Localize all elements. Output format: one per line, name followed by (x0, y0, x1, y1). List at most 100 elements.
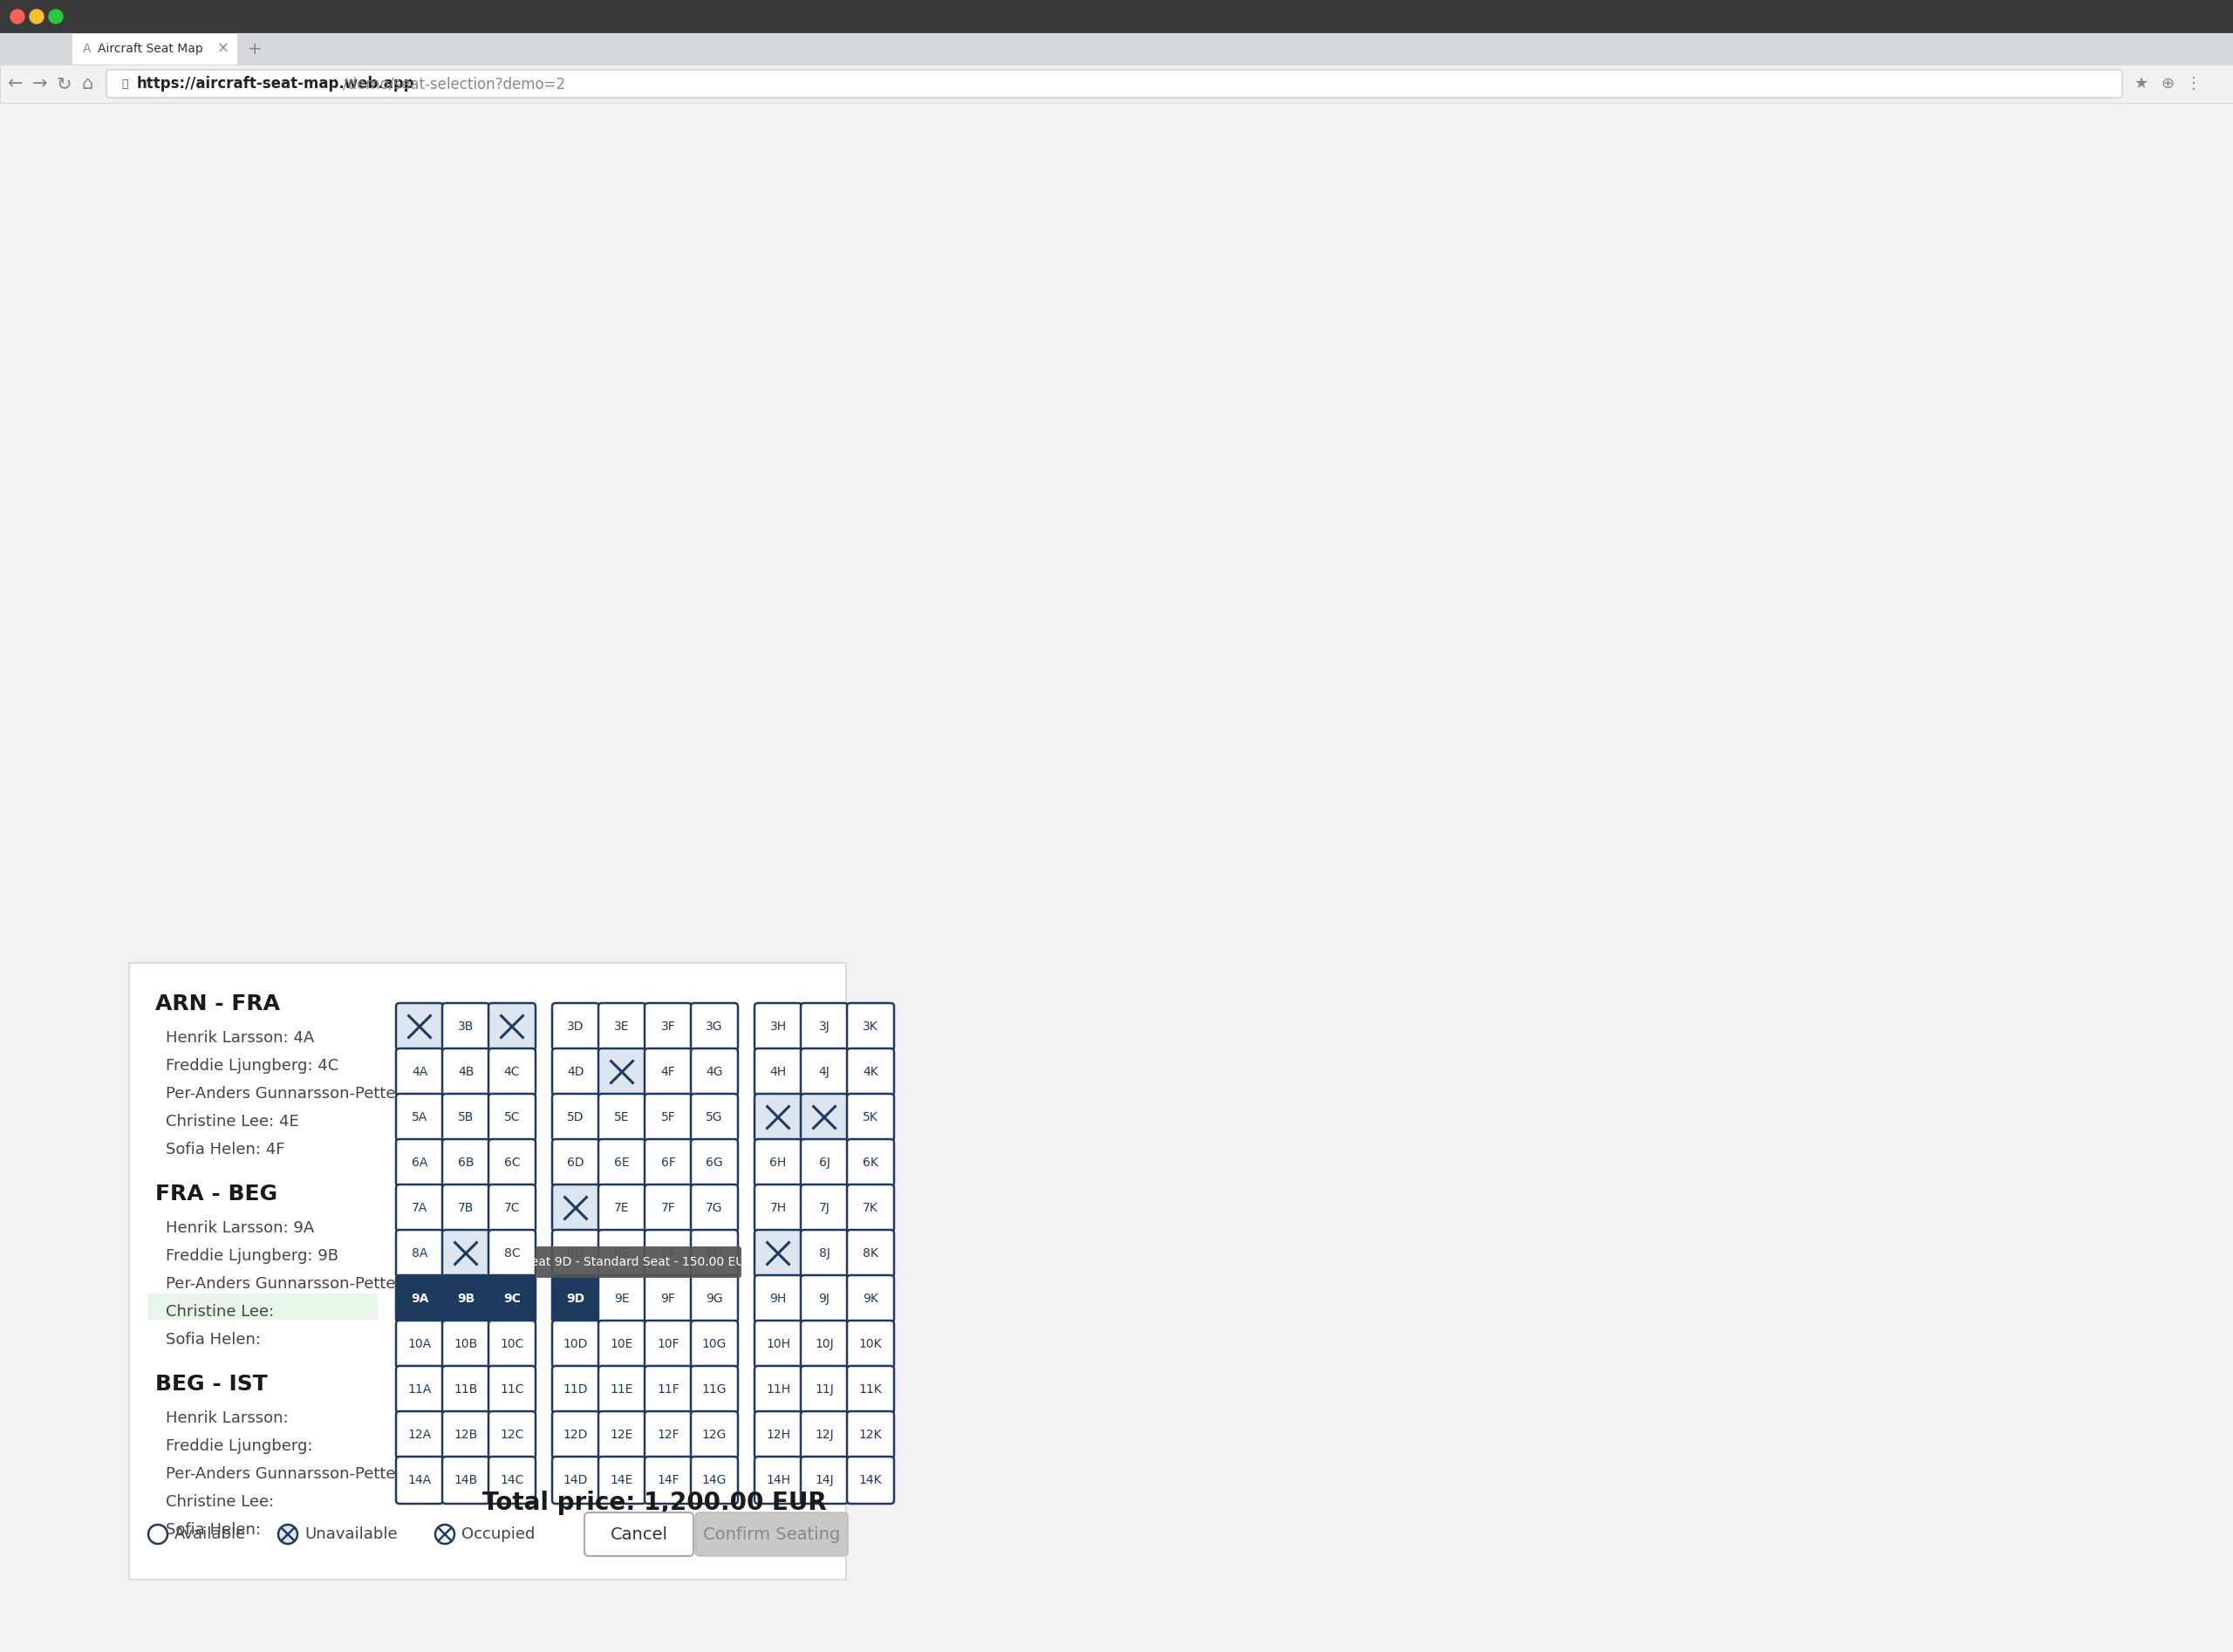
FancyBboxPatch shape (552, 1275, 598, 1322)
Text: ★: ★ (2135, 76, 2148, 91)
FancyBboxPatch shape (0, 64, 2233, 102)
FancyBboxPatch shape (489, 1411, 536, 1459)
Text: 8A: 8A (411, 1247, 427, 1259)
FancyBboxPatch shape (442, 1094, 489, 1142)
FancyBboxPatch shape (552, 1140, 598, 1186)
FancyBboxPatch shape (755, 1094, 802, 1142)
FancyBboxPatch shape (598, 1275, 645, 1322)
Text: https://aircraft-seat-map.web.app: https://aircraft-seat-map.web.app (136, 76, 415, 91)
Text: 4C: 4C (505, 1066, 520, 1079)
Text: 7F: 7F (661, 1203, 674, 1214)
Text: 11J: 11J (815, 1383, 833, 1396)
Text: Henrik Larsson: 4A: Henrik Larsson: 4A (165, 1031, 315, 1046)
Text: 12F: 12F (657, 1429, 679, 1441)
FancyBboxPatch shape (442, 1184, 489, 1232)
Text: 3G: 3G (706, 1021, 723, 1032)
FancyBboxPatch shape (552, 1320, 598, 1368)
FancyBboxPatch shape (489, 1275, 536, 1322)
Text: +: + (248, 41, 261, 58)
Text: 6C: 6C (505, 1156, 520, 1168)
Text: 10E: 10E (610, 1338, 634, 1350)
FancyBboxPatch shape (107, 69, 2121, 97)
Text: Christine Lee:: Christine Lee: (165, 1303, 275, 1320)
FancyBboxPatch shape (598, 1094, 645, 1142)
Text: 8F: 8F (661, 1247, 677, 1259)
Text: 7A: 7A (411, 1203, 427, 1214)
FancyBboxPatch shape (442, 1140, 489, 1186)
Text: 8K: 8K (862, 1247, 878, 1259)
Text: 12B: 12B (453, 1429, 478, 1441)
Text: 9J: 9J (820, 1292, 831, 1305)
Text: 9E: 9E (614, 1292, 630, 1305)
FancyBboxPatch shape (802, 1049, 849, 1095)
Text: Freddie Ljungberg: 9B: Freddie Ljungberg: 9B (165, 1249, 339, 1264)
Text: 4F: 4F (661, 1066, 674, 1079)
Text: Occupied: Occupied (462, 1526, 536, 1541)
Text: 11A: 11A (409, 1383, 431, 1396)
FancyBboxPatch shape (585, 1513, 694, 1556)
FancyBboxPatch shape (690, 1275, 737, 1322)
Text: 7E: 7E (614, 1203, 630, 1214)
Text: FRA - BEG: FRA - BEG (156, 1183, 277, 1204)
FancyBboxPatch shape (489, 1229, 536, 1277)
Text: 3D: 3D (567, 1021, 585, 1032)
FancyBboxPatch shape (442, 1275, 489, 1322)
FancyBboxPatch shape (0, 0, 2233, 33)
Text: ⊕: ⊕ (2162, 76, 2175, 91)
Text: 9K: 9K (862, 1292, 878, 1305)
FancyBboxPatch shape (395, 1140, 442, 1186)
Text: 3E: 3E (614, 1021, 630, 1032)
FancyBboxPatch shape (442, 1366, 489, 1412)
FancyBboxPatch shape (395, 1229, 442, 1277)
Text: 5F: 5F (661, 1112, 674, 1123)
Text: 5G: 5G (706, 1112, 723, 1123)
FancyBboxPatch shape (489, 1366, 536, 1412)
FancyBboxPatch shape (690, 1366, 737, 1412)
Text: 10J: 10J (815, 1338, 833, 1350)
FancyBboxPatch shape (755, 1275, 802, 1322)
Text: Sofia Helen:: Sofia Helen: (165, 1332, 261, 1348)
Text: 14G: 14G (701, 1474, 726, 1487)
Text: 9C: 9C (502, 1292, 520, 1305)
FancyBboxPatch shape (645, 1457, 692, 1503)
Text: Henrik Larsson: 9A: Henrik Larsson: 9A (165, 1221, 315, 1236)
Text: 5B: 5B (458, 1112, 473, 1123)
Text: 4H: 4H (770, 1066, 786, 1079)
Text: 12G: 12G (701, 1429, 726, 1441)
FancyBboxPatch shape (552, 1366, 598, 1412)
Text: 12E: 12E (610, 1429, 634, 1441)
Text: 10A: 10A (409, 1338, 431, 1350)
Text: BEG - IST: BEG - IST (156, 1374, 268, 1394)
Text: Available: Available (174, 1526, 246, 1541)
FancyBboxPatch shape (552, 1229, 598, 1277)
Text: Total price: 1,200.00 EUR: Total price: 1,200.00 EUR (482, 1490, 826, 1515)
FancyBboxPatch shape (552, 1457, 598, 1503)
FancyBboxPatch shape (802, 1411, 849, 1459)
Text: 7H: 7H (770, 1203, 786, 1214)
FancyBboxPatch shape (846, 1320, 893, 1368)
FancyBboxPatch shape (694, 1513, 849, 1556)
Text: 11F: 11F (657, 1383, 679, 1396)
Text: 7B: 7B (458, 1203, 473, 1214)
Text: ←: ← (9, 74, 22, 93)
Text: 6H: 6H (770, 1156, 786, 1168)
FancyBboxPatch shape (442, 1457, 489, 1503)
Text: 3B: 3B (458, 1021, 473, 1032)
Text: Cancel: Cancel (610, 1526, 668, 1543)
FancyBboxPatch shape (802, 1003, 849, 1051)
FancyBboxPatch shape (846, 1275, 893, 1322)
Text: 10G: 10G (701, 1338, 726, 1350)
Circle shape (435, 1525, 456, 1545)
Text: 4J: 4J (820, 1066, 831, 1079)
Text: 12H: 12H (766, 1429, 790, 1441)
Text: 5K: 5K (862, 1112, 878, 1123)
FancyBboxPatch shape (755, 1366, 802, 1412)
Text: Aircraft Seat Map: Aircraft Seat Map (98, 43, 203, 55)
FancyBboxPatch shape (0, 33, 2233, 64)
FancyBboxPatch shape (489, 1003, 536, 1051)
FancyBboxPatch shape (690, 1049, 737, 1095)
Text: 4D: 4D (567, 1066, 585, 1079)
Text: 3J: 3J (820, 1021, 831, 1032)
Text: A: A (83, 43, 92, 55)
FancyBboxPatch shape (846, 1003, 893, 1051)
